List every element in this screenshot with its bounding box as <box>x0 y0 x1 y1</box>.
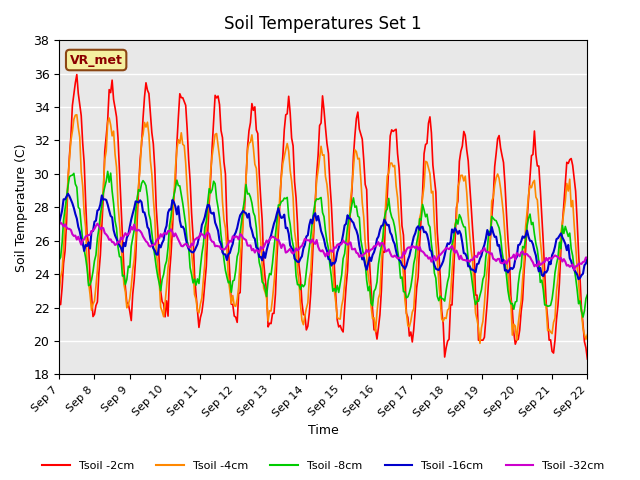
Title: Soil Temperatures Set 1: Soil Temperatures Set 1 <box>225 15 422 33</box>
Legend: Tsoil -2cm, Tsoil -4cm, Tsoil -8cm, Tsoil -16cm, Tsoil -32cm: Tsoil -2cm, Tsoil -4cm, Tsoil -8cm, Tsoi… <box>38 457 609 476</box>
Tsoil -2cm <box>556 280 563 286</box>
Tsoil -4cm <box>557 230 564 236</box>
Tsoil -16cm <box>241 209 248 215</box>
Tsoil -8cm <box>232 268 239 274</box>
Tsoil -32cm <box>57 220 65 226</box>
Tsoil -16cm <box>122 243 129 249</box>
Tsoil -32cm <box>241 236 248 242</box>
Tsoil -16cm <box>556 233 563 239</box>
Tsoil -2cm <box>214 93 222 99</box>
Tsoil -8cm <box>584 292 591 298</box>
Y-axis label: Soil Temperature (C): Soil Temperature (C) <box>15 143 28 272</box>
Tsoil -8cm <box>579 314 587 320</box>
Tsoil -32cm <box>232 233 239 239</box>
Tsoil -8cm <box>104 168 111 174</box>
Tsoil -32cm <box>214 243 222 249</box>
Tsoil -4cm <box>476 340 484 346</box>
Tsoil -16cm <box>584 255 591 261</box>
Tsoil -16cm <box>575 276 582 282</box>
Tsoil -8cm <box>288 235 296 240</box>
Tsoil -16cm <box>55 220 63 226</box>
Tsoil -2cm <box>122 284 129 290</box>
Tsoil -8cm <box>122 282 129 288</box>
Tsoil -4cm <box>584 332 591 337</box>
Tsoil -2cm <box>288 135 296 141</box>
Tsoil -4cm <box>73 112 81 118</box>
Tsoil -16cm <box>64 191 72 197</box>
Tsoil -4cm <box>241 194 248 200</box>
Line: Tsoil -2cm: Tsoil -2cm <box>59 74 588 359</box>
Line: Tsoil -32cm: Tsoil -32cm <box>59 223 588 270</box>
Tsoil -4cm <box>232 303 239 309</box>
Tsoil -2cm <box>73 72 81 77</box>
Tsoil -2cm <box>584 356 591 362</box>
Tsoil -4cm <box>214 143 222 149</box>
Tsoil -32cm <box>122 230 129 236</box>
Tsoil -16cm <box>214 228 222 234</box>
Tsoil -4cm <box>122 289 129 295</box>
Tsoil -4cm <box>55 289 63 295</box>
Tsoil -2cm <box>55 301 63 307</box>
Tsoil -8cm <box>556 240 563 245</box>
Line: Tsoil -8cm: Tsoil -8cm <box>59 171 588 317</box>
Tsoil -8cm <box>214 204 222 210</box>
Tsoil -4cm <box>288 178 296 184</box>
Tsoil -8cm <box>241 197 248 203</box>
Tsoil -16cm <box>232 229 239 235</box>
Tsoil -32cm <box>584 255 591 261</box>
Tsoil -32cm <box>570 267 578 273</box>
Tsoil -16cm <box>288 245 296 251</box>
Text: VR_met: VR_met <box>70 53 123 67</box>
Line: Tsoil -4cm: Tsoil -4cm <box>59 115 588 343</box>
Tsoil -32cm <box>55 222 63 228</box>
Tsoil -2cm <box>232 314 239 320</box>
Tsoil -2cm <box>241 206 248 212</box>
Tsoil -32cm <box>288 250 296 255</box>
Tsoil -32cm <box>556 256 563 262</box>
Line: Tsoil -16cm: Tsoil -16cm <box>59 194 588 279</box>
Tsoil -8cm <box>55 257 63 263</box>
X-axis label: Time: Time <box>308 424 339 437</box>
